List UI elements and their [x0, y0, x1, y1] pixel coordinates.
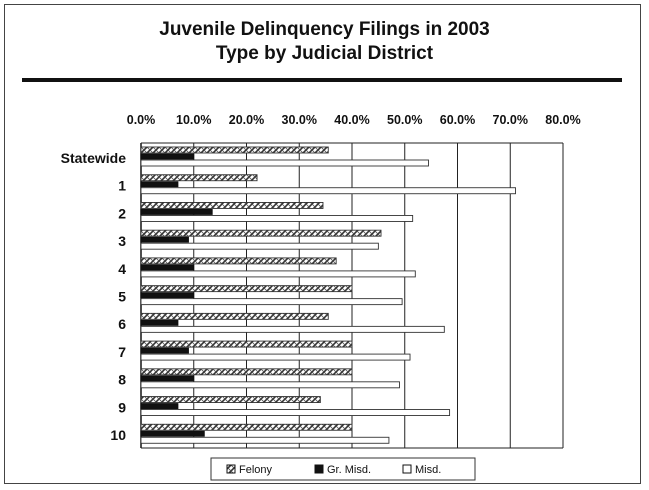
bar-gr-misd [140, 209, 213, 215]
category-label: 8 [118, 372, 126, 388]
bar-misd [140, 409, 451, 416]
category-label: 5 [118, 289, 126, 305]
bar-felony [140, 257, 337, 265]
x-tick-label: 30.0% [282, 113, 317, 127]
legend-label: Misd. [415, 464, 441, 476]
bar-gr-misd [140, 403, 179, 409]
bar-gr-misd [140, 347, 189, 354]
category-labels: Statewide 1 2 3 4 5 6 7 8 9 10 [61, 150, 127, 443]
bar-gr-misd [140, 375, 195, 382]
bar-felony [140, 340, 353, 348]
category-label: Statewide [61, 150, 127, 166]
legend-swatch [226, 464, 236, 474]
bar-felony [140, 368, 353, 376]
x-tick-label: 60.0% [440, 113, 475, 127]
bar-misd [140, 215, 414, 222]
bar-felony [140, 146, 329, 154]
category-label: 1 [118, 178, 126, 194]
x-tick-label: 70.0% [493, 113, 528, 127]
bar-felony [140, 202, 324, 209]
bar-misd [140, 353, 411, 361]
x-tick-labels: 0.0% 10.0% 20.0% 30.0% 40.0% 50.0% 60.0% 70.0% 8… [127, 113, 581, 127]
legend-box [210, 457, 476, 481]
bar-gr-misd [140, 430, 205, 437]
bar-felony [140, 229, 382, 237]
category-label: 3 [118, 233, 126, 249]
bar-misd [140, 270, 416, 278]
legend-label: Felony [239, 464, 273, 476]
bar-misd [140, 187, 516, 195]
x-tick-label: 10.0% [176, 113, 211, 127]
x-tick-label: 80.0% [545, 113, 580, 127]
category-label: 6 [118, 316, 126, 332]
x-tick-label: 50.0% [387, 113, 422, 127]
bar-misd [140, 298, 403, 306]
x-tick-label: 20.0% [229, 113, 264, 127]
bar-misd [140, 242, 379, 250]
bar-misd [140, 159, 429, 167]
bar-felony [140, 396, 321, 403]
bar-gr-misd [140, 319, 179, 326]
bar-felony [140, 423, 353, 431]
chart-title: Juvenile Delinquency Filings in 2003 [159, 19, 490, 40]
bars [140, 146, 516, 444]
chart-title-block: Juvenile Delinquency Filings in 2003 Typ… [0, 18, 649, 66]
bar-misd [140, 381, 400, 389]
bar-gr-misd [140, 236, 189, 243]
category-label: 10 [110, 427, 126, 443]
bar-misd [140, 436, 390, 444]
x-tick-label: 0.0% [127, 113, 156, 127]
legend-label: Gr. Misd. [327, 464, 371, 476]
category-label: 7 [118, 344, 126, 360]
category-label: 4 [118, 261, 126, 277]
bar-gr-misd [140, 292, 195, 299]
x-tick-label: 40.0% [334, 113, 369, 127]
bar-felony [140, 174, 258, 182]
bar-gr-misd [140, 264, 195, 271]
bar-gr-misd [140, 181, 179, 188]
category-label: 2 [118, 205, 126, 221]
bar-misd [140, 325, 445, 333]
chart-subtitle: Type by Judicial District [215, 43, 434, 64]
bar-felony [140, 285, 353, 293]
title-rule [22, 78, 622, 82]
bar-felony [140, 312, 329, 320]
category-label: 9 [118, 399, 126, 415]
legend: Felony Gr. Misd. Misd. [210, 457, 476, 481]
bar-gr-misd [140, 153, 195, 160]
legend-swatch [314, 464, 324, 474]
legend-swatch [402, 464, 412, 474]
